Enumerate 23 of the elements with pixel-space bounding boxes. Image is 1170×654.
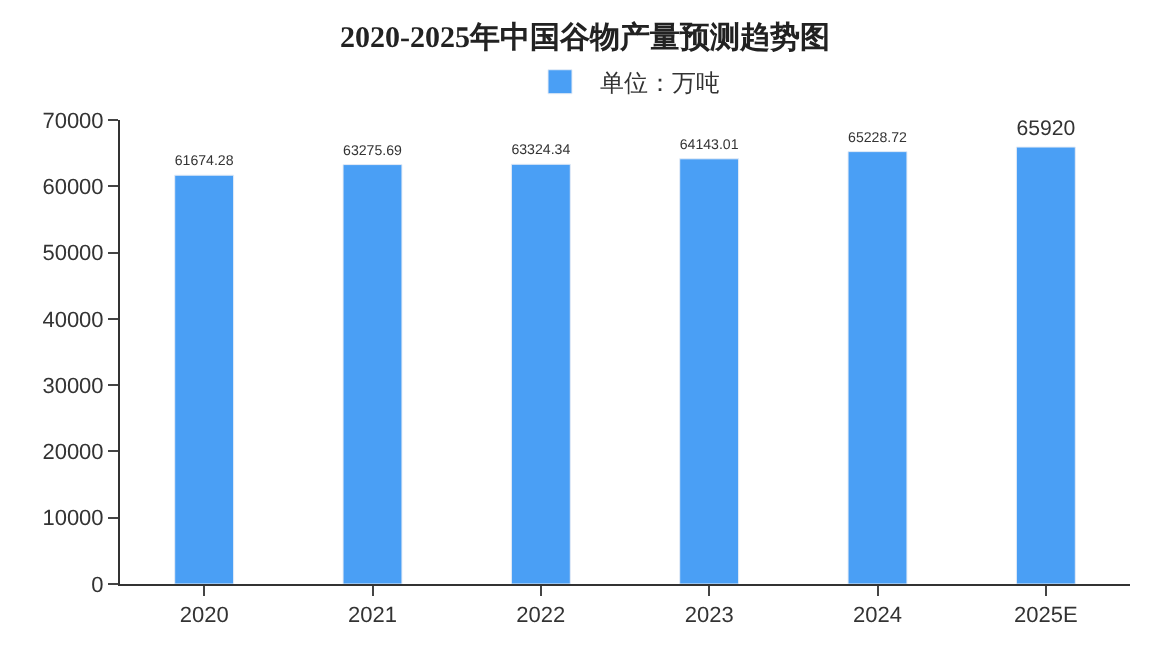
x-tick-label: 2024 — [853, 604, 902, 629]
bar — [1015, 146, 1076, 584]
x-tick-label: 2021 — [348, 604, 397, 629]
y-tick-label: 30000 — [42, 374, 104, 399]
y-tick-label: 0 — [91, 573, 104, 598]
y-tick-label: 10000 — [42, 507, 104, 532]
x-tick-label: 2020 — [179, 604, 229, 629]
x-tick-label: 2025E — [1014, 604, 1078, 629]
bar — [510, 163, 571, 584]
bar — [679, 158, 740, 584]
y-tick-label: 50000 — [42, 242, 104, 267]
y-tick-label: 70000 — [42, 109, 104, 134]
bar — [174, 174, 235, 584]
y-tick-label: 60000 — [42, 175, 104, 200]
data-label: 65920 — [1016, 117, 1076, 142]
x-tick-label: 2022 — [516, 604, 566, 629]
y-tick-label: 40000 — [42, 308, 104, 333]
bar — [342, 164, 403, 584]
y-tick-label: 20000 — [42, 441, 104, 466]
bar — [847, 151, 908, 584]
x-tick-label: 2023 — [684, 604, 734, 629]
chart-title: 2020-2025年中国谷物产量预测趋势图 — [340, 21, 830, 56]
legend-label: 单位：万吨 — [600, 69, 720, 98]
